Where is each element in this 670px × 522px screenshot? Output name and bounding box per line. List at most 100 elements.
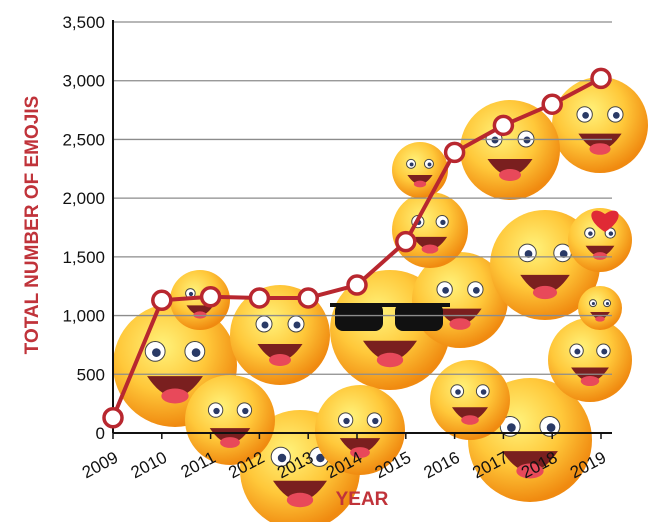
emoji-face-15 <box>568 208 632 272</box>
emoji-face-10 <box>460 100 560 200</box>
heart-icon <box>591 210 619 232</box>
emoji-face-shape <box>568 208 632 272</box>
y-tick-label: 500 <box>77 365 105 384</box>
emoji-pupil <box>372 417 379 425</box>
emoji-face-shape <box>460 100 560 200</box>
sunglasses-lens <box>335 303 383 331</box>
data-point-2009 <box>102 406 124 429</box>
data-point-2018 <box>541 93 563 115</box>
y-tick-label: 2,000 <box>62 189 105 208</box>
emoji-pupil <box>242 407 249 415</box>
emoji-tongue <box>421 244 439 254</box>
emoji-tongue <box>286 492 314 508</box>
emoji-mouth <box>452 407 488 421</box>
emoji-face-shape <box>185 375 275 465</box>
emoji-face-shape <box>548 318 632 402</box>
emoji-mouth <box>578 133 622 150</box>
emoji-mouth <box>407 175 433 185</box>
data-point-2013 <box>297 287 319 309</box>
y-tick-label: 1,000 <box>62 307 105 326</box>
emoji-pupil <box>524 250 533 258</box>
emoji-tongue <box>516 463 544 479</box>
emoji-tongue <box>592 252 608 260</box>
emoji-mouth <box>257 344 303 361</box>
emoji-pupil <box>213 407 220 415</box>
emoji-tongue <box>532 285 558 300</box>
emoji-pupil <box>455 389 461 395</box>
x-tick-label: 2010 <box>128 448 170 483</box>
series-total-emojis <box>102 67 612 429</box>
x-tick-label: 2016 <box>421 448 463 483</box>
emoji-pupil <box>588 231 593 236</box>
emoji-face-shape <box>430 360 510 440</box>
emoji-face-shape <box>578 286 622 330</box>
emoji-tongue <box>220 437 240 448</box>
emoji-tongue <box>499 169 521 181</box>
emoji-pupil <box>440 219 446 226</box>
emoji-mouth <box>412 236 448 250</box>
emoji-tongue <box>461 415 479 425</box>
emoji-mouth <box>363 340 417 361</box>
data-point-2011 <box>199 286 222 308</box>
emoji-tongue <box>449 318 471 330</box>
emoji-mouth <box>186 305 214 316</box>
emoji-pupil <box>409 162 414 167</box>
emoji-pupil <box>277 453 287 463</box>
emoji-pupil <box>601 348 608 355</box>
data-point-2015 <box>395 230 417 253</box>
emoji-face-9 <box>548 318 632 402</box>
emoji-pupil <box>472 287 480 294</box>
y-axis-title: TOTAL NUMBER OF EMOJIS <box>22 96 43 355</box>
x-axis-title: YEAR <box>336 489 389 510</box>
data-point-2010 <box>151 289 173 312</box>
emoji-face-shape <box>552 77 648 173</box>
y-tick-label: 3,500 <box>62 13 105 32</box>
emoji-pupil <box>191 348 201 357</box>
emoji-face-16 <box>578 286 622 330</box>
emoji-mouth <box>502 451 558 472</box>
data-point-2019 <box>590 67 612 90</box>
emoji-mouth <box>585 245 615 257</box>
emoji-pupil <box>574 348 581 355</box>
emoji-pupil <box>612 112 620 119</box>
emoji-pupil <box>591 302 595 306</box>
emoji-pupil <box>261 321 269 329</box>
emoji-pupil <box>152 348 161 357</box>
emoji-mouth <box>273 480 327 501</box>
axes <box>112 20 612 434</box>
emoji-face-3 <box>230 285 330 385</box>
emoji-face-shape <box>392 142 448 198</box>
emoji-tongue <box>376 352 404 368</box>
sunglasses-lens <box>395 303 443 331</box>
y-tick-label: 3,000 <box>62 72 105 91</box>
emoji-pupil <box>605 302 610 306</box>
y-tick-label: 1,500 <box>62 248 105 267</box>
emoji-pupil <box>293 321 301 329</box>
emoji-face-13 <box>315 385 405 475</box>
emoji-mouth <box>147 376 203 397</box>
emoji-tongue <box>595 316 605 322</box>
emoji-mouth <box>438 308 482 325</box>
emoji-pupil <box>507 423 516 432</box>
x-tick-label: 2009 <box>79 448 121 483</box>
emoji-mouth <box>209 428 251 444</box>
emoji-pupil <box>442 287 449 294</box>
emoji-tongue <box>413 180 427 188</box>
emoji-face-shape <box>315 385 405 475</box>
emoji-pupil <box>608 231 614 236</box>
emoji-pupil <box>582 112 589 119</box>
emoji-pupil <box>427 162 432 167</box>
emoji-tongue <box>589 143 611 155</box>
emoji-face-8 <box>552 77 648 173</box>
emoji-mouth <box>487 159 533 176</box>
emoji-mouth <box>339 438 381 454</box>
emoji-pupil <box>316 453 325 463</box>
data-point-2012 <box>248 287 271 309</box>
data-point-2016 <box>443 141 466 164</box>
emoji-pupil <box>546 423 556 432</box>
emoji-face-shape <box>230 285 330 385</box>
emoji-face-12 <box>185 375 275 465</box>
y-gridlines <box>113 21 612 375</box>
data-point-2017 <box>492 114 515 137</box>
